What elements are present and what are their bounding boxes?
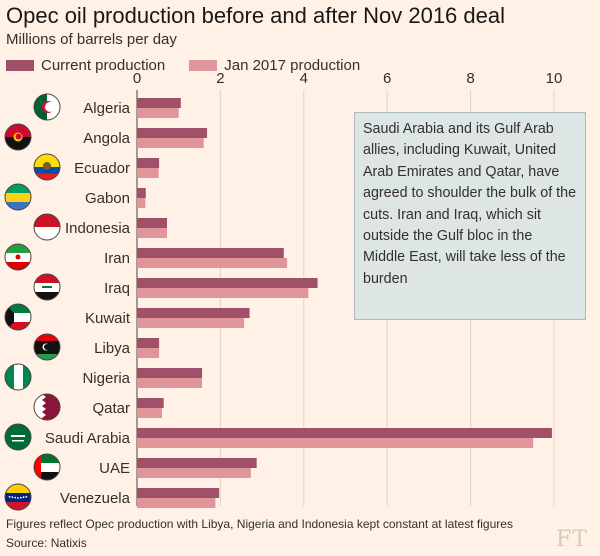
category-labels: Algeria Angola Ecuador Gabon Indonesia Iran Ir…: [45, 100, 131, 507]
bar-saudi-arabia-jan2017: [137, 438, 534, 448]
bar-kuwait-jan2017: [137, 318, 245, 328]
bar-indonesia-jan2017: [137, 228, 168, 238]
gabon-flag-icon: [4, 183, 32, 211]
category-label: Iraq: [104, 280, 130, 297]
category-label: Algeria: [83, 100, 130, 117]
category-label: Gabon: [85, 190, 130, 207]
bar-ecuador-jan2017: [137, 168, 159, 178]
bar-venezuela-jan2017: [137, 498, 216, 508]
x-tick-label: 10: [546, 70, 563, 87]
category-label: UAE: [99, 460, 130, 477]
legend-swatch-current: [6, 59, 34, 71]
legend-item-jan2017: Jan 2017 production: [189, 57, 360, 74]
chart-subtitle: Millions of barrels per day: [6, 31, 177, 48]
category-label: Nigeria: [82, 370, 130, 387]
bar-angola-jan2017: [137, 138, 204, 148]
bar-uae-current: [137, 458, 257, 468]
category-label: Libya: [94, 340, 131, 357]
saudi-arabia-flag-icon: [4, 423, 32, 451]
bar-iran-current: [137, 248, 284, 258]
venezuela-flag-icon: [4, 483, 32, 511]
bar-libya-jan2017: [137, 348, 160, 358]
footnote: Figures reflect Opec production with Lib…: [6, 517, 513, 531]
bar-algeria-current: [137, 98, 181, 108]
algeria-flag-icon: [33, 93, 61, 121]
angola-flag-icon: [4, 123, 32, 151]
bar-angola-current: [137, 128, 208, 138]
x-axis-ticks: 0 2 4 6 8 10: [133, 70, 563, 87]
bar-qatar-jan2017: [137, 408, 163, 418]
annotation-box: Saudi Arabia and its Gulf Arab allies, i…: [354, 112, 586, 320]
bar-kuwait-current: [137, 308, 250, 318]
bar-qatar-current: [137, 398, 164, 408]
libya-flag-icon: [33, 333, 61, 361]
category-label: Indonesia: [65, 220, 131, 237]
flags: [4, 93, 61, 511]
bar-iraq-current: [137, 278, 318, 288]
category-label: Angola: [83, 130, 130, 147]
bar-libya-current: [137, 338, 160, 348]
chart-title: Opec oil production before and after Nov…: [6, 3, 505, 28]
bar-venezuela-current: [137, 488, 220, 498]
category-label: Iran: [104, 250, 130, 267]
qatar-flag-icon: [33, 393, 61, 421]
nigeria-flag-icon: [4, 363, 32, 391]
ft-logo: FT: [556, 527, 588, 552]
legend: Current production Jan 2017 production: [6, 55, 384, 75]
bar-uae-jan2017: [137, 468, 251, 478]
category-label: Qatar: [92, 400, 130, 417]
bar-algeria-jan2017: [137, 108, 179, 118]
bar-iran-jan2017: [137, 258, 288, 268]
legend-swatch-jan2017: [189, 59, 218, 71]
legend-label-current: Current production: [41, 56, 166, 74]
iraq-flag-icon: [33, 273, 61, 301]
x-tick-label: 0: [133, 70, 141, 87]
category-label: Venezuela: [60, 490, 131, 507]
bar-iraq-jan2017: [137, 288, 309, 298]
legend-item-current: Current production: [6, 57, 165, 74]
x-tick-label: 2: [216, 70, 224, 87]
kuwait-flag-icon: [4, 303, 32, 331]
bar-indonesia-current: [137, 218, 168, 228]
indonesia-flag-icon: [33, 213, 61, 241]
source: Source: Natixis: [6, 536, 87, 550]
bar-saudi-arabia-current: [137, 428, 552, 438]
bar-nigeria-current: [137, 368, 203, 378]
iran-flag-icon: [4, 243, 32, 271]
bar-ecuador-current: [137, 158, 160, 168]
bar-gabon-jan2017: [137, 198, 146, 208]
x-tick-label: 4: [300, 70, 308, 87]
bar-nigeria-jan2017: [137, 378, 203, 388]
uae-flag-icon: [33, 453, 61, 481]
bar-chart: 0 2 4 6 8 10 Algeria Angola Ecuador Gabon Indones…: [4, 70, 563, 511]
category-label: Kuwait: [85, 310, 131, 327]
bar-gabon-current: [137, 188, 146, 198]
bars: [137, 98, 552, 508]
category-label: Ecuador: [74, 160, 130, 177]
legend-label-jan2017: Jan 2017 production: [224, 56, 361, 74]
category-label: Saudi Arabia: [45, 430, 131, 447]
ecuador-flag-icon: [33, 153, 61, 181]
x-tick-label: 8: [466, 70, 474, 87]
x-tick-label: 6: [383, 70, 391, 87]
